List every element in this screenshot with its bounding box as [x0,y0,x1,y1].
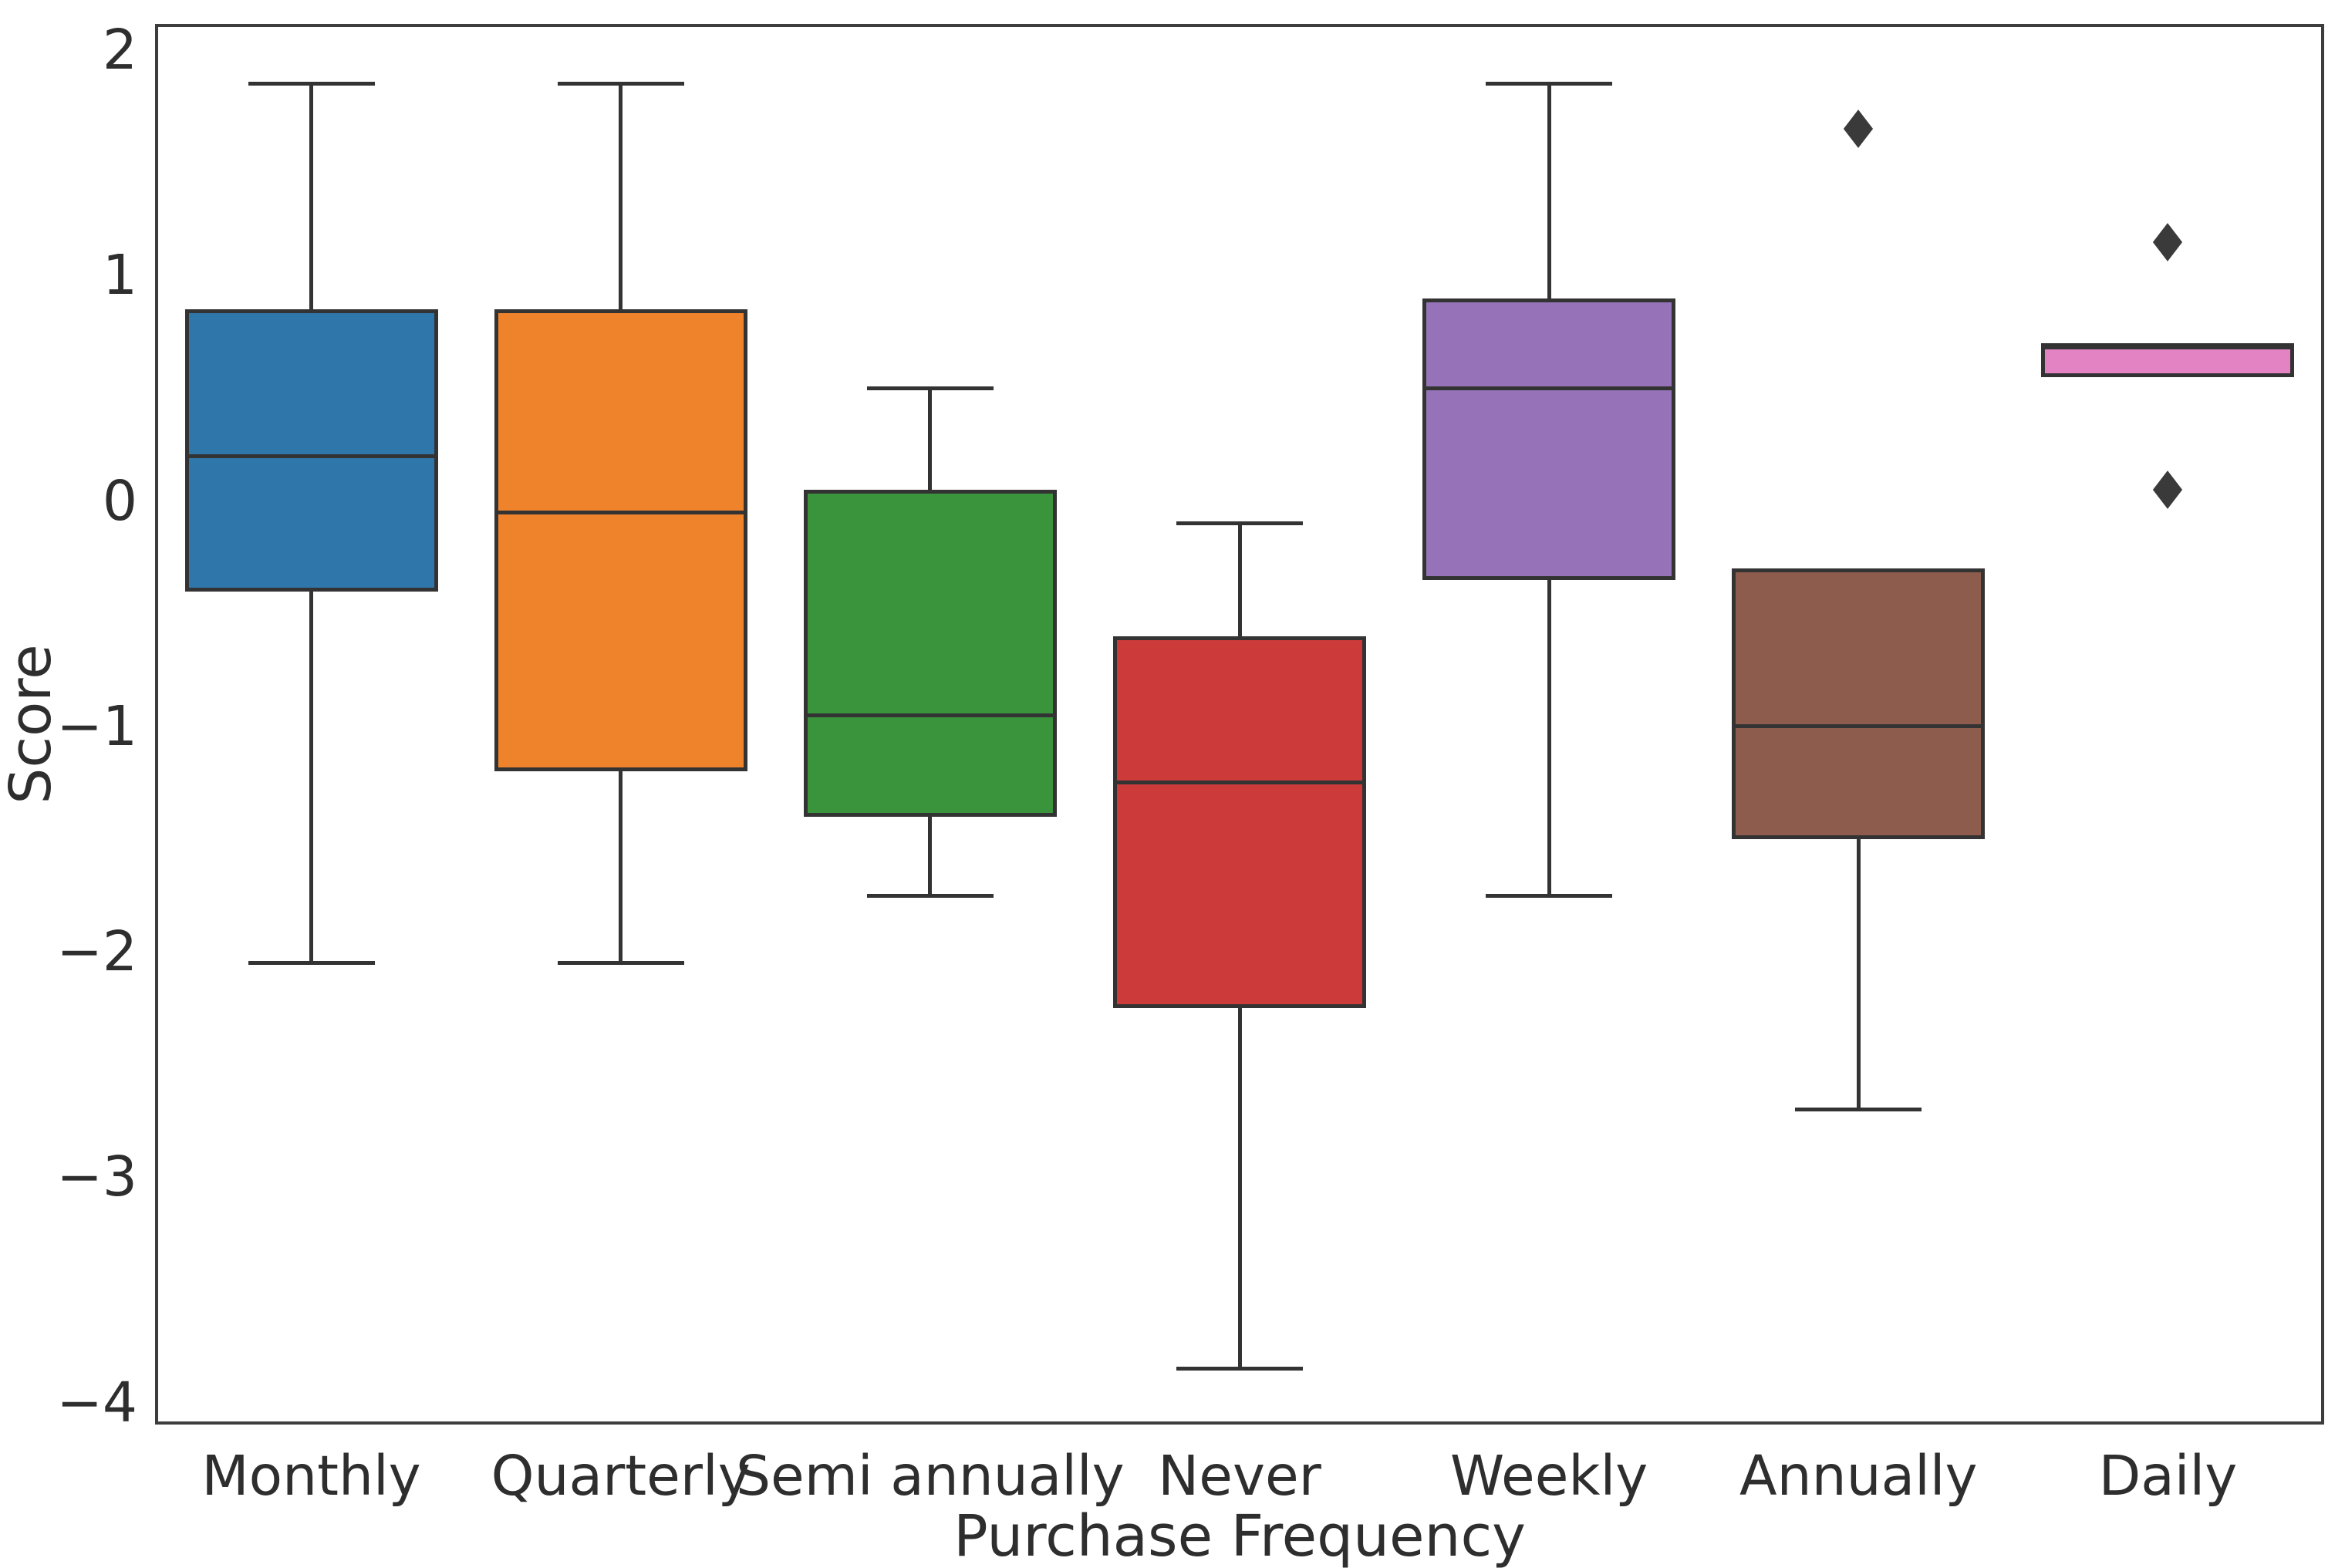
x-tick-label-monthly: Monthly [201,1444,421,1508]
y-tick-label-2: 2 [102,18,137,83]
cap-low-annually [1795,1108,1922,1112]
y-tick-label-1: 1 [102,243,137,308]
y-tick-label-neg2: −2 [56,919,137,984]
box-semi-annually [803,490,1057,817]
median-quarterly [498,510,744,514]
median-weekly [1426,386,1672,391]
box-weekly [1422,298,1676,580]
cap-high-semi-annually [866,386,994,391]
x-tick-label-semi-annually: Semi annually [735,1444,1125,1508]
median-annually [1736,724,1982,729]
box-quarterly [494,309,747,772]
median-never [1117,781,1362,785]
cap-low-quarterly [557,961,684,966]
y-tick-label-neg1: −1 [56,693,137,758]
median-semi-annually [807,713,1053,717]
cap-high-monthly [248,82,375,86]
cap-high-never [1176,521,1303,526]
median-daily [2045,346,2291,350]
x-tick-label-annually: Annually [1739,1444,1978,1508]
cap-low-never [1176,1367,1303,1371]
whisker-annually [1856,568,1861,1110]
median-monthly [188,454,434,458]
cap-low-semi-annually [866,893,994,898]
cap-low-monthly [248,961,375,966]
cap-low-weekly [1486,893,1613,898]
x-tick-label-never: Never [1158,1444,1321,1508]
plot-area [155,24,2324,1425]
box-annually [1732,568,1986,840]
x-tick-label-quarterly: Quarterly [491,1444,751,1508]
cap-high-quarterly [557,82,684,86]
y-tick-label-neg3: −3 [56,1145,137,1209]
x-tick-label-weekly: Weekly [1450,1444,1648,1508]
box-monthly [184,309,438,592]
x-axis-label: Purchase Frequency [953,1503,1526,1568]
y-tick-label-0: 0 [102,468,137,533]
box-never [1113,636,1366,1009]
cap-high-weekly [1486,82,1613,86]
x-tick-label-daily: Daily [2098,1444,2238,1508]
y-tick-label-neg4: −4 [56,1370,137,1435]
